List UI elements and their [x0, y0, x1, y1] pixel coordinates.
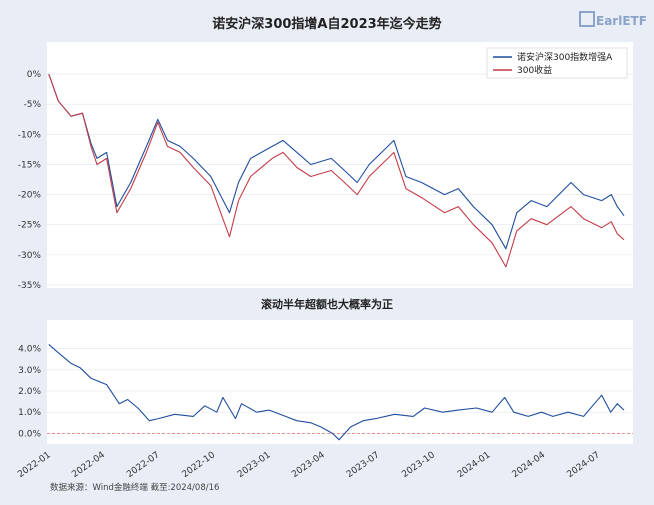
bottom-y-tick-label: 3.0% — [18, 366, 41, 376]
chart-title-top: 诺安沪深300指增A自2023年迄今走势 — [212, 16, 441, 32]
top-y-tick-label: -5% — [23, 100, 41, 110]
legend: 诺安沪深300指数增强A 300收益 — [486, 47, 628, 79]
chart-title-bottom: 滚动半年超额也大概率为正 — [261, 297, 393, 311]
legend-label-fund: 诺安沪深300指数增强A — [517, 51, 613, 63]
brand-logo: EarlETF — [579, 11, 647, 28]
top-y-tick-label: -20% — [18, 191, 42, 201]
top-y-tick-label: -15% — [18, 160, 42, 170]
top-y-tick-label: -35% — [18, 281, 42, 291]
bottom-series-line-0 — [48, 343, 625, 441]
logo-text: EarlETF — [596, 14, 647, 28]
top-y-tick-label: -10% — [18, 130, 42, 140]
bottom-y-tick-label: 1.0% — [18, 408, 41, 418]
top-series-lines — [48, 73, 625, 268]
legend-label-index: 300收益 — [517, 64, 552, 76]
bottom-y-tick-label: 4.0% — [18, 345, 41, 355]
top-series-line-0 — [48, 73, 625, 250]
top-gridlines — [47, 73, 633, 286]
bottom-y-tick-label: 0.0% — [18, 429, 41, 439]
legend-box — [486, 47, 628, 79]
top-y-tick-label: -30% — [18, 251, 42, 261]
bottom-y-tick-labels: 0.0% 1.0% 2.0% 3.0% 4.0% — [18, 345, 41, 440]
top-y-tick-label: -25% — [18, 221, 42, 231]
bottom-series-lines — [48, 343, 625, 441]
top-plot-panel — [47, 42, 633, 288]
top-series-line-1 — [48, 73, 625, 268]
top-y-tick-label: 0% — [27, 70, 42, 80]
logo-icon — [579, 11, 595, 27]
top-y-tick-labels: 0% -5% -10% -15% -20% -25% -30% -35% — [18, 70, 42, 291]
source-note: 数据来源：Wind金融终端 截至:2024/08/16 — [50, 482, 219, 493]
bottom-y-tick-label: 2.0% — [18, 387, 41, 397]
bottom-plot-panel — [47, 320, 633, 444]
